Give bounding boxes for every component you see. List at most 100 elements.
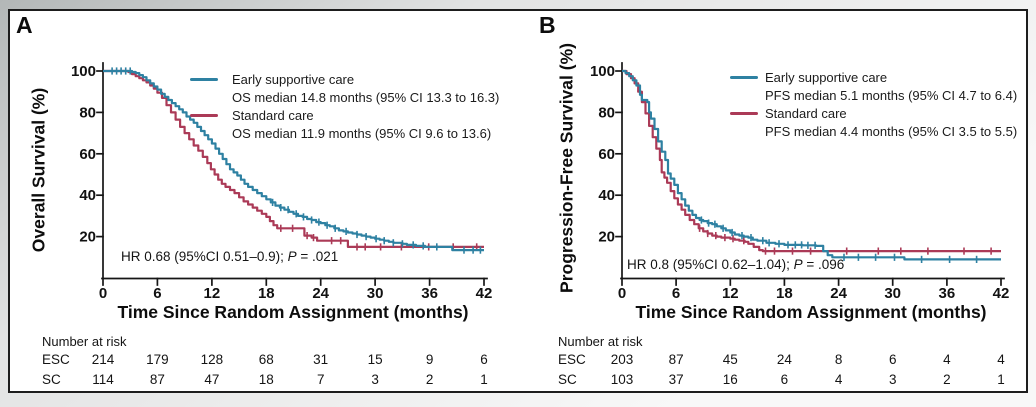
- panel-a-legend-swatch-esc: [190, 78, 218, 82]
- y-tick-label: 20: [79, 229, 96, 246]
- axis-lines: [620, 62, 1005, 280]
- y-tick-label: 40: [598, 187, 615, 204]
- risk-count: 18: [259, 372, 274, 387]
- risk-count: 128: [201, 352, 224, 367]
- panel-a-risk-row-sc: SC: [42, 372, 61, 387]
- x-tick-label: 42: [476, 285, 493, 302]
- legend-entry-esc-median: PFS median 5.1 months (95% CI 4.7 to 6.4…: [765, 88, 1018, 103]
- panel-a-risk-row-esc: ESC: [42, 352, 70, 367]
- panel-b-risk-row-sc: SC: [558, 372, 577, 387]
- p-value: = .096: [802, 257, 845, 272]
- panel-b-x-axis-title: Time Since Random Assignment (months): [635, 302, 987, 322]
- risk-count: 16: [723, 372, 738, 387]
- risk-count: 4: [835, 372, 843, 387]
- figure-frame: [8, 9, 1028, 393]
- panel-a-legend-swatch-sc: [190, 114, 218, 118]
- x-tick-label: 18: [258, 285, 275, 302]
- x-tick-label: 0: [99, 285, 107, 302]
- risk-count: 179: [146, 352, 169, 367]
- panel-a-y-axis-title: Overall Survival (%): [28, 87, 49, 253]
- x-tick-label: 36: [421, 285, 438, 302]
- axis-lines: [101, 62, 488, 280]
- risk-count: 1: [480, 372, 488, 387]
- y-tick-label: 60: [598, 146, 615, 163]
- risk-count: 214: [92, 352, 115, 367]
- risk-count: 2: [943, 372, 951, 387]
- risk-count: 87: [150, 372, 165, 387]
- panel-b-y-axis-title: Progression-Free Survival (%): [556, 43, 577, 293]
- risk-count: 24: [777, 352, 793, 367]
- hr-text: HR 0.8 (95%CI 0.62–1.04);: [627, 257, 794, 272]
- legend-entry-esc-name: Early supportive care: [232, 72, 355, 87]
- km-curve-esc: [622, 69, 1001, 261]
- risk-count: 3: [889, 372, 897, 387]
- legend-entry-esc-name: Early supportive care: [765, 70, 888, 85]
- x-tick-label: 12: [722, 285, 739, 302]
- risk-count: 2: [426, 372, 434, 387]
- panel-a-label: A: [16, 12, 33, 38]
- p-symbol: P: [287, 249, 297, 264]
- x-tick-label: 0: [618, 285, 626, 302]
- legend-entry-sc-median: PFS median 4.4 months (95% CI 3.5 to 5.5…: [765, 124, 1018, 139]
- y-tick-label: 80: [598, 104, 615, 121]
- risk-count: 4: [943, 352, 951, 367]
- km-curve-sc: [622, 69, 1001, 253]
- risk-count: 9: [426, 352, 434, 367]
- risk-count: 15: [368, 352, 383, 367]
- panel-a-risk-header: Number at risk: [42, 334, 127, 349]
- panel-a-legend: Early supportive care OS median 14.8 mon…: [232, 71, 499, 143]
- panel-a-hr-annotation: HR 0.68 (95%CI 0.51–0.9); P = .021: [121, 249, 338, 264]
- x-tick-label: 36: [939, 285, 956, 302]
- x-tick-label: 6: [153, 285, 161, 302]
- legend-entry-sc-name: Standard care: [765, 106, 847, 121]
- y-tick-label: 100: [71, 63, 96, 80]
- x-tick-label: 18: [776, 285, 793, 302]
- km-curve-sc: [103, 69, 484, 248]
- x-tick-label: 24: [312, 285, 329, 302]
- x-tick-label: 6: [672, 285, 680, 302]
- risk-count: 87: [669, 352, 684, 367]
- risk-count: 7: [317, 372, 325, 387]
- panel-b-legend-swatch-esc: [730, 76, 758, 80]
- panel-b-hr-annotation: HR 0.8 (95%CI 0.62–1.04); P = .096: [627, 257, 844, 272]
- y-tick-label: 20: [598, 229, 615, 246]
- risk-count: 1: [997, 372, 1005, 387]
- risk-count: 45: [723, 352, 738, 367]
- x-tick-label: 30: [367, 285, 384, 302]
- panel-b-risk-row-esc: ESC: [558, 352, 586, 367]
- risk-count: 114: [92, 372, 114, 387]
- risk-count: 8: [835, 352, 843, 367]
- y-tick-label: 40: [79, 187, 96, 204]
- y-tick-label: 80: [79, 104, 96, 121]
- hr-text: HR 0.68 (95%CI 0.51–0.9);: [121, 249, 288, 264]
- risk-count: 6: [889, 352, 897, 367]
- risk-count: 37: [669, 372, 684, 387]
- risk-count: 103: [611, 372, 634, 387]
- x-tick-label: 12: [204, 285, 221, 302]
- risk-count: 4: [997, 352, 1005, 367]
- risk-count: 68: [259, 352, 274, 367]
- x-tick-label: 30: [884, 285, 901, 302]
- risk-count: 31: [313, 352, 328, 367]
- legend-entry-esc-median: OS median 14.8 months (95% CI 13.3 to 16…: [232, 90, 500, 105]
- x-tick-label: 42: [993, 285, 1010, 302]
- legend-entry-sc-name: Standard care: [232, 108, 314, 123]
- p-symbol: P: [793, 257, 803, 272]
- risk-count: 203: [611, 352, 634, 367]
- y-tick-label: 100: [590, 63, 615, 80]
- panel-b-risk-header: Number at risk: [558, 334, 643, 349]
- y-tick-label: 60: [79, 146, 96, 163]
- legend-entry-sc-median: OS median 11.9 months (95% CI 9.6 to 13.…: [232, 126, 492, 141]
- risk-count: 47: [204, 372, 219, 387]
- panel-b-label: B: [539, 12, 556, 38]
- x-tick-label: 24: [830, 285, 847, 302]
- panel-a-x-axis-title: Time Since Random Assignment (months): [117, 302, 469, 322]
- risk-count: 6: [781, 372, 789, 387]
- risk-count: 3: [371, 372, 379, 387]
- p-value: = .021: [296, 249, 339, 264]
- panel-b-legend: Early supportive care PFS median 5.1 mon…: [765, 69, 1017, 141]
